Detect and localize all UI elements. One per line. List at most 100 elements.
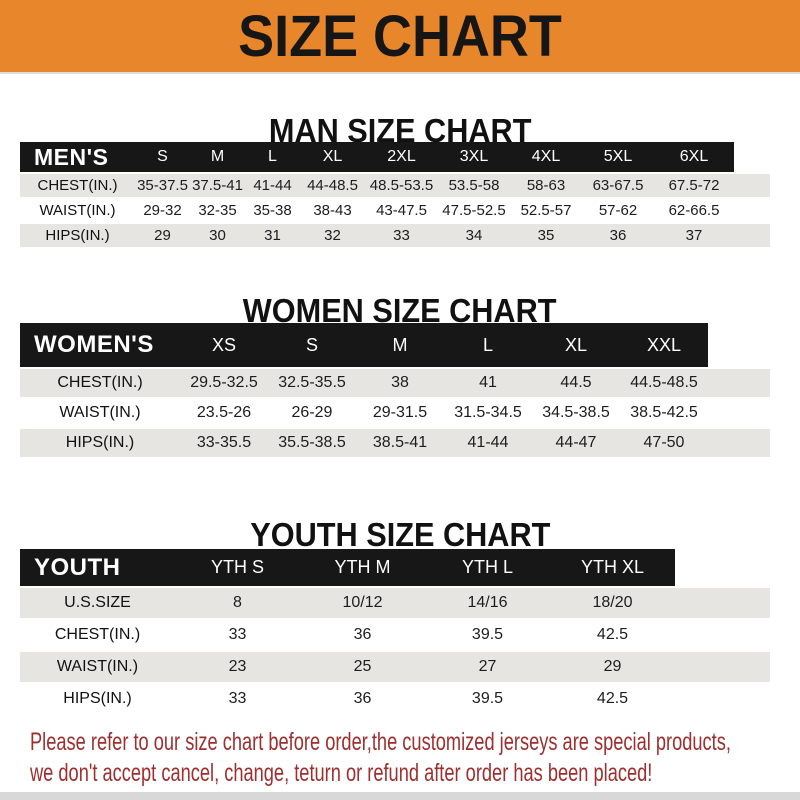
bottom-divider [0,792,800,800]
value-cell: 39.5 [425,684,550,714]
spacer-cell [675,652,770,682]
spacer-cell [675,549,770,586]
value-cell: 41-44 [444,429,532,457]
size-header-cell: 2XL [365,142,438,172]
youth-section-heading: YOUTH SIZE CHART [0,515,800,555]
value-cell: 47-50 [620,429,708,457]
row-label-cell: HIPS(IN.) [20,224,135,247]
value-cell: 32-35 [190,199,245,222]
row-label-cell: CHEST(IN.) [20,369,180,397]
size-header-cell: 3XL [438,142,510,172]
value-cell: 29.5-32.5 [180,369,268,397]
value-cell: 14/16 [425,588,550,618]
value-cell: 52.5-57 [510,199,582,222]
value-cell: 39.5 [425,620,550,650]
value-cell: 44-47 [532,429,620,457]
row-label-cell: CHEST(IN.) [20,174,135,197]
size-header-cell: XXL [620,323,708,367]
value-cell: 32 [300,224,365,247]
value-cell: 34.5-38.5 [532,399,620,427]
value-cell: 41 [444,369,532,397]
value-cell: 18/20 [550,588,675,618]
row-label-cell: WAIST(IN.) [20,652,175,682]
table-row: CHEST(IN.) 35-37.5 37.5-41 41-44 44-48.5 48.5… [20,174,770,197]
size-header-cell: XS [180,323,268,367]
value-cell: 38-43 [300,199,365,222]
women-size-table: WOMEN'S XS S M L XL XXL CHEST(IN.) 29.5-32.5 32.5… [20,321,770,459]
size-header-cell: S [135,142,190,172]
size-header-cell: M [190,142,245,172]
value-cell: 42.5 [550,684,675,714]
spacer-cell [734,199,770,222]
size-header-cell: YTH XL [550,549,675,586]
row-label-cell: WAIST(IN.) [20,399,180,427]
footer-disclaimer-line2: we don't accept cancel, change, teturn o… [30,759,653,787]
value-cell: 27 [425,652,550,682]
spacer-cell [734,174,770,197]
value-cell: 31.5-34.5 [444,399,532,427]
value-cell: 35-37.5 [135,174,190,197]
value-cell: 32.5-35.5 [268,369,356,397]
size-header-cell: S [268,323,356,367]
table-row: HIPS(IN.) 33 36 39.5 42.5 [20,684,770,714]
value-cell: 67.5-72 [654,174,734,197]
size-header-cell: M [356,323,444,367]
youth-section-heading-text: YOUTH SIZE CHART [249,516,551,554]
men-size-table: MEN'S S M L XL 2XL 3XL 4XL 5XL 6XL CHEST(IN.) 35-37… [20,140,770,249]
table-row: HIPS(IN.) 33-35.5 35.5-38.5 38.5-41 41-44 44-… [20,429,770,457]
table-row: U.S.SIZE 8 10/12 14/16 18/20 [20,588,770,618]
value-cell: 8 [175,588,300,618]
value-cell: 48.5-53.5 [365,174,438,197]
spacer-cell [734,224,770,247]
value-cell: 37 [654,224,734,247]
value-cell: 36 [300,620,425,650]
row-label-cell: HIPS(IN.) [20,684,175,714]
value-cell: 58-63 [510,174,582,197]
value-cell: 33 [175,684,300,714]
value-cell: 33 [175,620,300,650]
spacer-cell [708,429,770,457]
value-cell: 38.5-42.5 [620,399,708,427]
value-cell: 38 [356,369,444,397]
value-cell: 30 [190,224,245,247]
value-cell: 36 [582,224,654,247]
value-cell: 29-31.5 [356,399,444,427]
size-header-cell: XL [532,323,620,367]
table-title-cell: YOUTH [20,549,175,586]
value-cell: 35.5-38.5 [268,429,356,457]
value-cell: 31 [245,224,300,247]
banner: SIZE CHART [0,0,800,74]
table-header-row: YOUTH YTH S YTH M YTH L YTH XL [20,549,770,586]
table-row: WAIST(IN.) 23.5-26 26-29 29-31.5 31.5-34.5 34… [20,399,770,427]
size-header-cell: 6XL [654,142,734,172]
value-cell: 29 [135,224,190,247]
value-cell: 29-32 [135,199,190,222]
value-cell: 36 [300,684,425,714]
value-cell: 47.5-52.5 [438,199,510,222]
value-cell: 41-44 [245,174,300,197]
size-header-cell: 4XL [510,142,582,172]
value-cell: 34 [438,224,510,247]
spacer-cell [734,142,770,172]
spacer-cell [708,369,770,397]
value-cell: 44-48.5 [300,174,365,197]
value-cell: 23.5-26 [180,399,268,427]
spacer-cell [708,323,770,367]
row-label-cell: CHEST(IN.) [20,620,175,650]
size-header-cell: YTH M [300,549,425,586]
value-cell: 23 [175,652,300,682]
youth-size-table: YOUTH YTH S YTH M YTH L YTH XL U.S.SIZE 8 10/12… [20,547,770,716]
size-header-cell: XL [300,142,365,172]
page-title: SIZE CHART [238,3,562,69]
row-label-cell: WAIST(IN.) [20,199,135,222]
value-cell: 10/12 [300,588,425,618]
value-cell: 53.5-58 [438,174,510,197]
value-cell: 35-38 [245,199,300,222]
size-header-cell: L [444,323,532,367]
value-cell: 62-66.5 [654,199,734,222]
table-header-row: MEN'S S M L XL 2XL 3XL 4XL 5XL 6XL [20,142,770,172]
table-header-row: WOMEN'S XS S M L XL XXL [20,323,770,367]
value-cell: 63-67.5 [582,174,654,197]
value-cell: 35 [510,224,582,247]
